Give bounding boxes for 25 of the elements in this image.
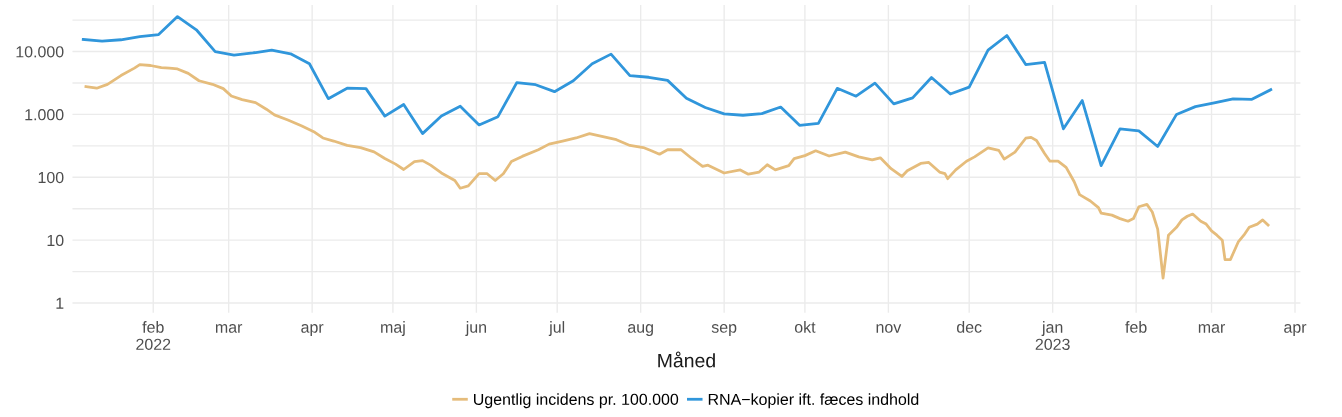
x-tick-label: dec xyxy=(956,321,982,333)
x-tick-label: feb xyxy=(1125,321,1147,333)
line-series xyxy=(84,63,1270,280)
line-series xyxy=(81,15,1273,168)
x-tick-label: jan 2023 xyxy=(1035,321,1070,351)
x-tick-label: maj xyxy=(381,321,405,336)
x-axis-title: Måned xyxy=(658,351,715,368)
y-tick-label: 10.000 xyxy=(16,46,64,58)
y-tick-label: 10 xyxy=(47,234,64,247)
x-tick-label: okt xyxy=(794,321,816,333)
x-tick-label: mar xyxy=(1198,324,1226,333)
legend-label: Ugentlig incidens pr. 100.000 xyxy=(474,393,679,409)
x-tick-label: apr xyxy=(1284,324,1307,336)
x-tick-label: jun xyxy=(465,321,487,336)
x-tick-label: apr xyxy=(301,324,324,336)
y-tick-label: 1 xyxy=(56,297,64,309)
y-tick-label: 1.000 xyxy=(25,109,64,121)
x-tick-label: sep xyxy=(711,324,737,336)
x-tick-label: aug xyxy=(628,324,653,336)
x-tick-label: nov xyxy=(876,324,902,333)
x-tick-label: mar xyxy=(215,324,243,333)
x-tick-label: jul xyxy=(548,321,565,336)
legend-label: RNA−kopier ift. fæces indhold xyxy=(708,393,919,409)
x-tick-label: feb 2022 xyxy=(136,321,171,351)
y-tick-label: 100 xyxy=(38,171,64,184)
